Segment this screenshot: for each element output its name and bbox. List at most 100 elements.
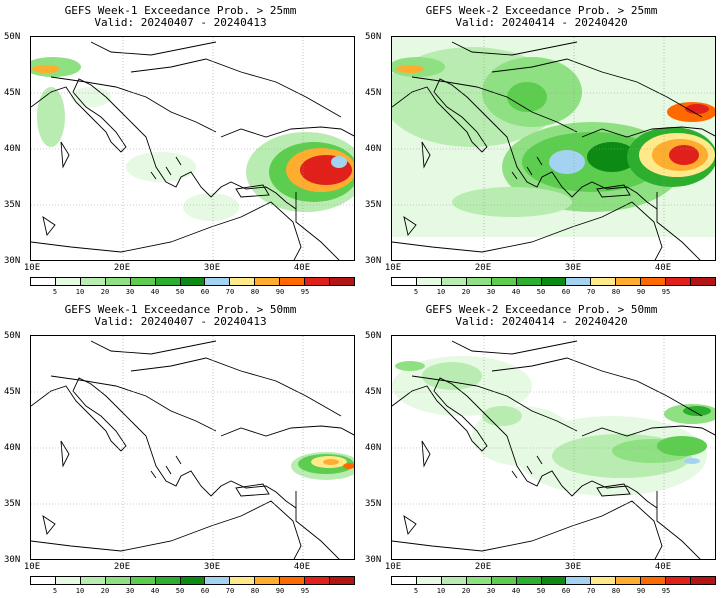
colorbar-swatch xyxy=(155,577,181,584)
colorbar-tick: 50 xyxy=(175,587,185,595)
lat-label: 50N xyxy=(4,331,21,341)
colorbar-swatch xyxy=(516,577,542,584)
panel-title: GEFS Week-2 Exceedance Prob. > 25mm xyxy=(425,4,658,17)
colorbar-swatch xyxy=(280,577,306,584)
map-canvas xyxy=(31,336,354,559)
lon-label: 20E xyxy=(474,263,492,273)
lat-label: 50N xyxy=(4,32,21,42)
lon-label: 20E xyxy=(113,263,131,273)
colorbar-swatch xyxy=(392,577,417,584)
colorbar-tick: 40 xyxy=(511,288,521,296)
colorbar-tick: 5 xyxy=(52,587,58,595)
colorbar xyxy=(30,277,355,286)
map-canvas xyxy=(392,37,715,260)
colorbar-tick: 40 xyxy=(150,587,160,595)
panel-title: GEFS Week-1 Exceedance Prob. > 50mm xyxy=(64,303,297,316)
colorbar-tick: 5 xyxy=(413,288,419,296)
colorbar-swatch xyxy=(180,577,206,584)
lat-label: 40N xyxy=(365,443,382,453)
lon-label: 20E xyxy=(474,562,492,572)
panel-title: GEFS Week-2 Exceedance Prob. > 50mm xyxy=(425,303,658,316)
lon-label: 10E xyxy=(23,263,41,273)
colorbar-tick: 50 xyxy=(536,587,546,595)
colorbar-tick: 80 xyxy=(611,587,621,595)
panel-week1-50mm: GEFS Week-1 Exceedance Prob. > 50mm Vali… xyxy=(0,299,361,598)
colorbar-tick: 60 xyxy=(200,288,210,296)
colorbar-tick: 90 xyxy=(636,288,646,296)
colorbar-tick: 10 xyxy=(75,587,85,595)
colorbar-tick: 70 xyxy=(586,288,596,296)
colorbar-tick: 95 xyxy=(661,288,671,296)
probability-shading xyxy=(392,356,715,496)
lat-label: 40N xyxy=(365,144,382,154)
colorbar-swatch xyxy=(466,577,492,584)
colorbar xyxy=(391,576,716,585)
colorbar-tick: 20 xyxy=(100,288,110,296)
colorbar-swatch xyxy=(55,577,81,584)
colorbar-tick: 95 xyxy=(300,288,310,296)
colorbar-swatch xyxy=(416,278,442,285)
colorbar-tick: 95 xyxy=(661,587,671,595)
colorbar-swatch xyxy=(666,278,692,285)
colorbar-tick: 50 xyxy=(175,288,185,296)
colorbar-swatch xyxy=(31,278,56,285)
colorbar-swatch xyxy=(330,278,354,285)
colorbar-swatch xyxy=(566,278,592,285)
colorbar-tick: 30 xyxy=(125,587,135,595)
colorbar-swatch xyxy=(255,577,281,584)
graticule xyxy=(392,37,715,260)
colorbar-tick: 90 xyxy=(275,587,285,595)
colorbar-swatch xyxy=(230,577,256,584)
colorbar-swatch xyxy=(591,278,617,285)
colorbar-swatch xyxy=(31,577,56,584)
coastlines-and-borders xyxy=(392,41,715,260)
colorbar-tick: 20 xyxy=(100,587,110,595)
coastlines-and-borders xyxy=(31,41,354,260)
colorbar-swatch xyxy=(305,278,331,285)
colorbar-tick: 90 xyxy=(275,288,285,296)
probability-map xyxy=(391,335,716,560)
lat-label: 30N xyxy=(4,256,21,266)
colorbar-swatch xyxy=(230,278,256,285)
colorbar-tick: 10 xyxy=(75,288,85,296)
lat-label: 35N xyxy=(365,499,382,509)
colorbar-swatch xyxy=(516,278,542,285)
probability-map xyxy=(30,335,355,560)
lat-label: 35N xyxy=(4,200,21,210)
panel-valid-dates: Valid: 20240407 - 20240413 xyxy=(94,315,267,328)
colorbar-swatch xyxy=(80,577,106,584)
lon-label: 30E xyxy=(564,263,582,273)
panel-valid-dates: Valid: 20240414 - 20240420 xyxy=(455,315,628,328)
colorbar-swatch xyxy=(305,577,331,584)
colorbar-tick: 80 xyxy=(611,288,621,296)
lon-label: 30E xyxy=(203,562,221,572)
colorbar-swatch xyxy=(491,577,517,584)
lat-label: 50N xyxy=(365,32,382,42)
panel-valid-dates: Valid: 20240414 - 20240420 xyxy=(455,16,628,29)
lat-label: 45N xyxy=(365,88,382,98)
colorbar-tick: 60 xyxy=(561,288,571,296)
colorbar-tick: 5 xyxy=(52,288,58,296)
lat-label: 45N xyxy=(4,88,21,98)
colorbar-tick: 10 xyxy=(436,288,446,296)
panel-title: GEFS Week-1 Exceedance Prob. > 25mm xyxy=(64,4,297,17)
lat-label: 30N xyxy=(4,555,21,565)
coastlines-and-borders xyxy=(392,340,715,559)
colorbar-swatch xyxy=(416,577,442,584)
colorbar-tick: 60 xyxy=(200,587,210,595)
colorbar-tick: 30 xyxy=(486,288,496,296)
colorbar-tick: 70 xyxy=(586,587,596,595)
probability-map xyxy=(30,36,355,261)
lon-label: 40E xyxy=(654,562,672,572)
colorbar-tick: 70 xyxy=(225,288,235,296)
colorbar-tick: 90 xyxy=(636,587,646,595)
panel-valid-dates: Valid: 20240407 - 20240413 xyxy=(94,16,267,29)
lon-label: 20E xyxy=(113,562,131,572)
colorbar-tick: 10 xyxy=(436,587,446,595)
colorbar-swatch xyxy=(180,278,206,285)
graticule xyxy=(392,336,715,559)
probability-shading xyxy=(392,37,715,237)
colorbar-swatch xyxy=(55,278,81,285)
colorbar-swatch xyxy=(105,278,131,285)
colorbar-tick: 60 xyxy=(561,587,571,595)
